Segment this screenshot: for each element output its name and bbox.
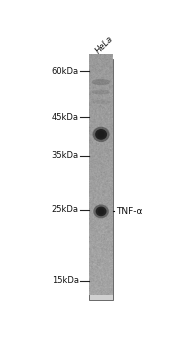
Text: 35kDa: 35kDa <box>52 152 79 160</box>
Ellipse shape <box>96 206 106 216</box>
Ellipse shape <box>92 79 110 85</box>
Ellipse shape <box>98 131 105 138</box>
Text: 15kDa: 15kDa <box>52 276 79 285</box>
Ellipse shape <box>92 127 110 142</box>
Text: 60kDa: 60kDa <box>52 67 79 76</box>
Text: 25kDa: 25kDa <box>52 205 79 214</box>
Ellipse shape <box>93 204 109 218</box>
Text: 45kDa: 45kDa <box>52 113 79 122</box>
Ellipse shape <box>92 100 110 104</box>
Bar <box>89 59 113 300</box>
Text: TNF-α: TNF-α <box>116 207 142 216</box>
Text: HeLa: HeLa <box>94 34 115 55</box>
Ellipse shape <box>95 129 107 140</box>
Bar <box>89 59 113 62</box>
Ellipse shape <box>92 90 110 95</box>
Ellipse shape <box>98 208 104 215</box>
